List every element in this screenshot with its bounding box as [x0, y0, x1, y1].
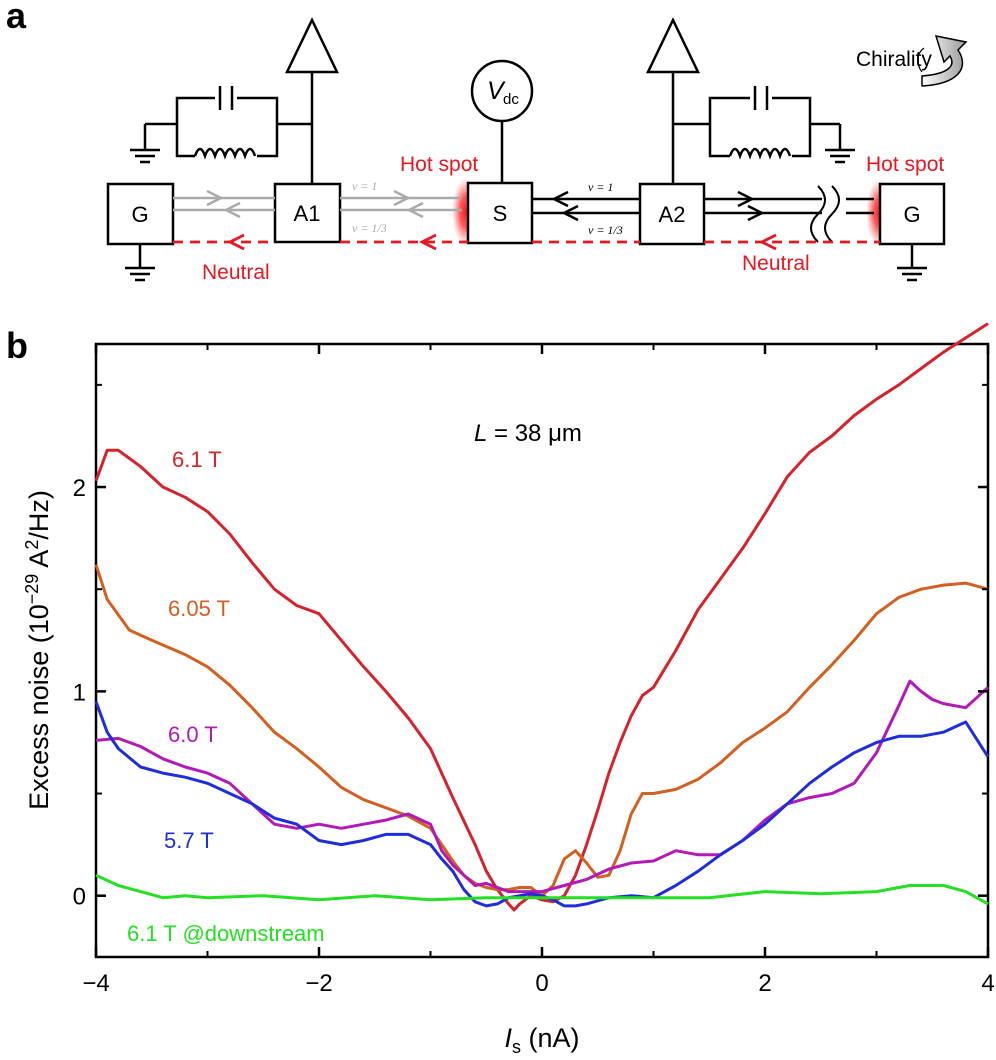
left-nu1-label: ν = 1 [352, 179, 377, 193]
amplifier-triangle-icon [646, 17, 700, 74]
chirality-label: Chirality [856, 48, 932, 71]
panel-b-letter: b [6, 325, 28, 366]
hot-spot-left-label: Hot spot [400, 153, 478, 176]
vdc-symbol: V [487, 77, 506, 105]
amplifier-2-contact: A2 [638, 17, 855, 246]
series-label-1: 6.05 T [168, 596, 230, 621]
x-tick-label-1: −2 [305, 970, 332, 997]
x-tick-label-2: 0 [535, 970, 548, 997]
left-ground-contact: G [106, 182, 175, 282]
panel-a-letter: a [6, 0, 27, 36]
amplifier-triangle-icon [285, 17, 339, 74]
series-line-2 [95, 679, 990, 894]
series-line-4 [95, 873, 989, 906]
neutral-left-label: Neutral [202, 261, 270, 284]
y-tick-label-1: 1 [73, 679, 86, 706]
neutral-right-label: Neutral [742, 252, 810, 275]
y-tick-label-0: 0 [73, 884, 86, 911]
chirality-arrow-icon [917, 35, 968, 87]
inductor-icon [193, 147, 257, 160]
panel-b: b 6.1 T 6.05 T 6.0 T 5.7 T 6.1 T @downstream… [6, 322, 995, 1057]
right-nu1-label: ν = 1 [588, 180, 613, 194]
left-edge-channels [173, 189, 462, 219]
amplifier-1-label: A1 [294, 201, 321, 226]
right-ground-contact: G [866, 179, 946, 282]
vdc-subscript: dc [503, 91, 519, 108]
source-label: S [493, 201, 508, 226]
neutral-modes [173, 233, 880, 251]
noise-plot: 6.1 T 6.05 T 6.0 T 5.7 T 6.1 T @downstream −4… [22, 322, 995, 1057]
panel-a: a G A1 [6, 0, 968, 284]
series-line-3 [94, 701, 990, 908]
inductor-icon [728, 147, 792, 160]
length-annotation: L = 38 μm [474, 420, 582, 447]
y-axis-title: Excess noise (10−29 A2/Hz) [22, 490, 54, 810]
series-label-2: 6.0 T [168, 722, 218, 747]
series-line-0 [94, 322, 989, 912]
x-tick-label-3: 2 [758, 970, 771, 997]
right-edge-channels [532, 185, 874, 243]
right-ground-label: G [903, 202, 920, 227]
x-axis-title: Is (nA) [504, 1023, 579, 1057]
hot-spot-right-label: Hot spot [866, 153, 944, 176]
series-label-4: 6.1 T @downstream [127, 921, 325, 946]
series-label-0: 6.1 T [172, 447, 222, 472]
y-tick-label-2: 2 [73, 475, 86, 502]
x-tick-label-0: −4 [82, 970, 109, 997]
amplifier-1-contact: A1 [130, 17, 342, 244]
dc-voltage-source-icon [470, 59, 534, 123]
left-ground-label: G [131, 202, 148, 227]
left-nu13-label: ν = 1/3 [352, 221, 387, 235]
source-contact: S V dc [452, 59, 534, 246]
amplifier-2-label: A2 [659, 202, 686, 227]
x-tick-label-4: 4 [981, 970, 994, 997]
series-label-3: 5.7 T [164, 828, 214, 853]
right-nu13-label: ν = 1/3 [588, 223, 623, 237]
